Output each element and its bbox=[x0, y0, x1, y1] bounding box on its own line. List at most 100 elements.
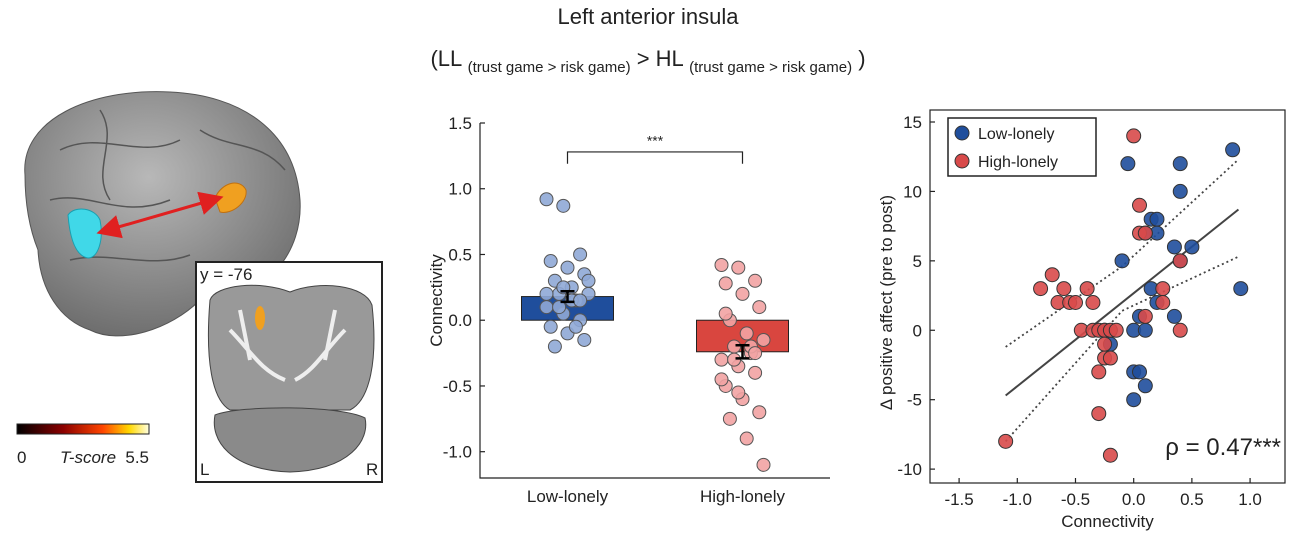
significance-label: *** bbox=[647, 132, 664, 148]
data-point bbox=[539, 192, 554, 207]
data-point bbox=[1085, 295, 1101, 310]
error-bar bbox=[560, 290, 575, 304]
data-point bbox=[739, 326, 754, 341]
y-tick-label: -0.5 bbox=[443, 377, 472, 396]
axis bbox=[479, 123, 830, 479]
data-point bbox=[1126, 392, 1142, 408]
y-tick-label: 15 bbox=[903, 113, 922, 132]
regression-line bbox=[1005, 208, 1240, 397]
y-tick-label: -10 bbox=[897, 460, 922, 479]
data-point bbox=[1033, 281, 1049, 297]
x-tick-label: 0.5 bbox=[1180, 490, 1204, 509]
subtitle-part: ) bbox=[858, 46, 865, 71]
plot-frame bbox=[929, 109, 1286, 484]
figure-title: Left anterior insula bbox=[558, 4, 740, 29]
data-point bbox=[1079, 281, 1095, 297]
y-tick-label: -5 bbox=[907, 391, 922, 410]
x-tick-label: Low-lonely bbox=[527, 487, 609, 506]
data-point bbox=[1184, 239, 1200, 255]
x-tick-label: High-lonely bbox=[700, 487, 786, 506]
data-point bbox=[1233, 281, 1249, 297]
x-axis-label: Connectivity bbox=[1061, 512, 1154, 531]
data-point bbox=[1166, 308, 1182, 324]
data-point bbox=[756, 332, 771, 347]
data-point bbox=[1137, 378, 1153, 394]
data-point bbox=[1172, 156, 1188, 172]
legend-label: Low-lonely bbox=[978, 126, 1054, 143]
subtitle-part: (LL bbox=[430, 46, 462, 71]
data-point bbox=[1172, 322, 1188, 338]
data-point bbox=[1102, 350, 1118, 366]
data-point bbox=[718, 306, 733, 321]
data-point bbox=[556, 198, 571, 213]
data-point bbox=[735, 286, 750, 301]
data-point bbox=[1155, 281, 1171, 297]
legend-marker bbox=[954, 125, 970, 141]
subtitle-part: (trust game > risk game) bbox=[689, 59, 852, 76]
x-tick-label: -1.5 bbox=[944, 490, 973, 509]
legend-box bbox=[947, 117, 1097, 177]
x-tick-label: 1.0 bbox=[1238, 490, 1262, 509]
data-point bbox=[1097, 336, 1113, 352]
data-point bbox=[573, 293, 588, 308]
data-point bbox=[1091, 406, 1107, 422]
data-point bbox=[1172, 183, 1188, 199]
figure-subtitle: (LL (trust game > risk game) > HL (trust… bbox=[430, 46, 865, 77]
colorbar-tick-label: 5.5 bbox=[125, 448, 149, 467]
subtitle-part: > HL bbox=[637, 46, 684, 71]
data-point bbox=[748, 365, 763, 380]
y-tick-label: 5 bbox=[913, 252, 922, 271]
data-point bbox=[998, 433, 1014, 449]
data-point bbox=[1102, 447, 1118, 463]
error-bar bbox=[735, 343, 750, 360]
data-point bbox=[543, 319, 558, 334]
data-point bbox=[727, 339, 742, 354]
confidence-band bbox=[1004, 255, 1239, 442]
data-point bbox=[1132, 197, 1148, 213]
data-point bbox=[577, 332, 592, 347]
data-point bbox=[731, 260, 746, 275]
significance-bracket bbox=[566, 151, 744, 164]
data-point bbox=[1225, 142, 1241, 158]
data-point bbox=[748, 346, 763, 361]
y-tick-label: 10 bbox=[903, 182, 922, 201]
annotation: ρ = 0.47*** bbox=[1165, 434, 1281, 461]
data-point bbox=[714, 352, 729, 367]
data-point bbox=[560, 260, 575, 275]
hemisphere-label: R bbox=[366, 460, 378, 479]
data-point bbox=[718, 276, 733, 291]
data-point bbox=[756, 457, 771, 472]
data-point bbox=[568, 319, 583, 334]
data-point bbox=[1155, 295, 1171, 310]
data-point bbox=[714, 258, 729, 272]
slice-inset: y = -76 L R bbox=[195, 261, 383, 483]
data-point bbox=[539, 286, 554, 301]
data-point bbox=[722, 411, 737, 426]
data-point bbox=[714, 372, 729, 387]
x-tick-label: -1.0 bbox=[1003, 490, 1032, 509]
data-point bbox=[1132, 364, 1148, 380]
data-point bbox=[1172, 253, 1188, 269]
slice-label: y = -76 bbox=[200, 265, 252, 284]
colorbar-tick-label: 0 bbox=[17, 448, 26, 467]
x-tick-label: -0.5 bbox=[1061, 490, 1090, 509]
y-tick-label: 1.5 bbox=[448, 114, 472, 133]
data-point bbox=[752, 300, 767, 315]
colorbar-label: T-score bbox=[60, 448, 116, 467]
data-point bbox=[539, 300, 554, 315]
hemisphere-label: L bbox=[200, 460, 209, 479]
data-point bbox=[1044, 267, 1060, 283]
data-point bbox=[1108, 322, 1124, 338]
legend-label: High-lonely bbox=[978, 154, 1058, 171]
data-point bbox=[581, 273, 596, 288]
y-axis-label: Δ positive affect (pre to post) bbox=[877, 195, 896, 410]
data-point bbox=[543, 254, 558, 269]
data-point bbox=[1149, 211, 1165, 227]
data-point bbox=[1137, 308, 1153, 324]
data-point bbox=[748, 273, 763, 288]
data-point bbox=[1166, 239, 1182, 255]
data-point bbox=[727, 352, 742, 367]
y-axis-label: Connectivity bbox=[427, 254, 446, 347]
confidence-band bbox=[1005, 158, 1240, 348]
